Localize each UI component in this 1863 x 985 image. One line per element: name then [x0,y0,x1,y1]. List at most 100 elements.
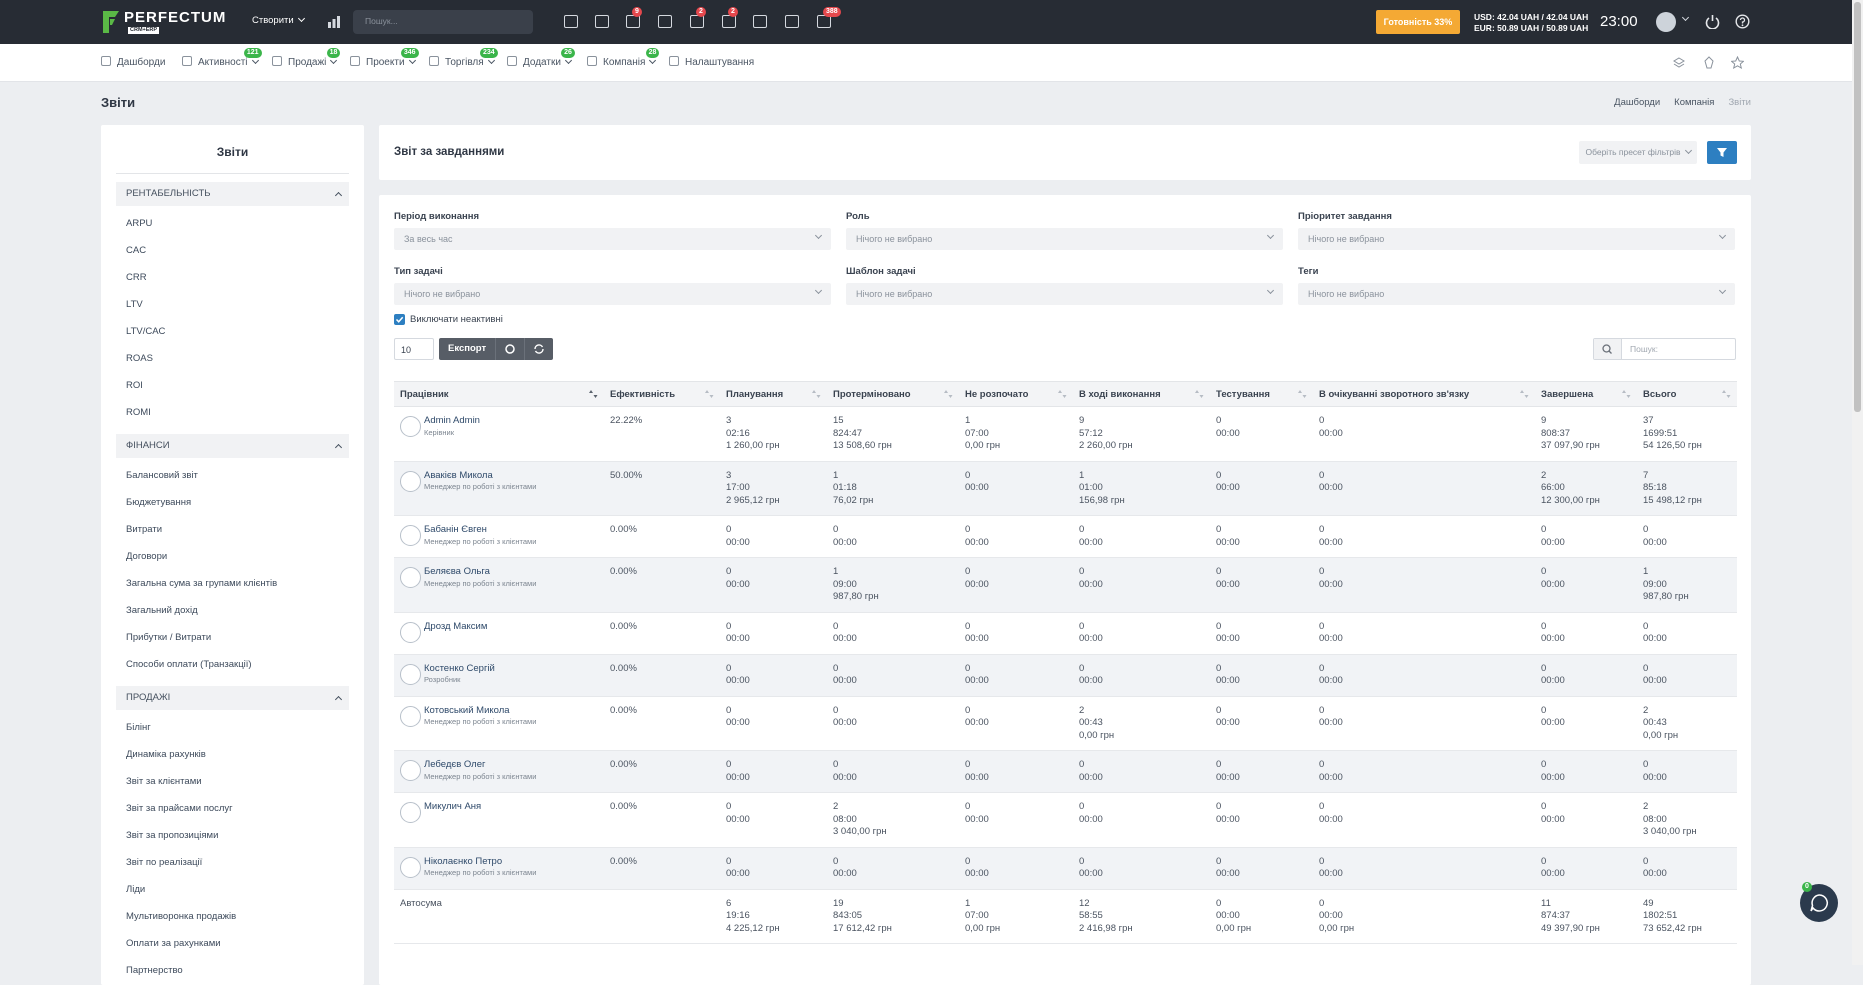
efficiency-cell: 0.00% [604,751,720,793]
nav-icon[interactable] [1703,56,1715,69]
report-link[interactable]: Звіт по реалізації [116,849,349,876]
filter-select[interactable]: Нічого не вибрано [394,283,831,305]
preset-select[interactable]: Оберіть пресет фільтрів [1579,141,1697,164]
user-avatar[interactable] [1656,12,1676,32]
settings-button[interactable] [495,338,524,360]
report-link[interactable]: Бюджетування [116,489,349,516]
checkbox[interactable] [394,314,405,325]
employee-name[interactable]: Лебедєв Олег [424,759,598,772]
column-header[interactable]: Ефективність [604,382,720,407]
report-link[interactable]: Витрати [116,516,349,543]
chart-icon[interactable] [327,15,341,28]
column-header[interactable]: Протерміновано [827,382,959,407]
column-header[interactable]: Не розпочато [959,382,1073,407]
create-menu[interactable]: Створити [252,15,304,26]
breadcrumb-item[interactable]: Компанія [1674,97,1714,108]
nav-item[interactable]: Компанія28 [587,56,655,68]
filter-select[interactable]: Нічого не вибрано [1298,228,1735,250]
help-icon[interactable] [1735,14,1750,29]
export-button[interactable]: Експорт [439,338,495,360]
report-link[interactable]: ROI [116,372,349,399]
report-link[interactable]: Способи оплати (Транзакції) [116,651,349,678]
top-icon[interactable] [564,15,578,28]
report-link[interactable]: Оплати за рахунками [116,930,349,957]
report-link[interactable]: CRR [116,264,349,291]
preset-text: Оберіть пресет фільтрів [1585,147,1680,157]
employee-name[interactable]: Дрозд Максим [424,621,598,634]
employee-name[interactable]: Бабанін Євген [424,524,598,537]
section-header[interactable]: ФІНАНСИ [116,434,349,458]
employee-name[interactable]: Микулич Аня [424,801,598,814]
report-link[interactable]: ROAS [116,345,349,372]
power-icon[interactable] [1705,14,1720,29]
employee-name[interactable]: Авакієв Микола [424,470,598,483]
top-icon[interactable] [753,15,767,28]
column-header[interactable]: В очікуванні зворотного зв'язку [1313,382,1535,407]
report-link[interactable]: ARPU [116,210,349,237]
checkbox-row[interactable]: Виключати неактивні [394,314,503,325]
top-icon[interactable]: 2 [722,15,736,28]
filter-select[interactable]: Нічого не вибрано [1298,283,1735,305]
top-icon[interactable] [595,15,609,28]
top-icon[interactable]: 2 [690,15,704,28]
nav-icon[interactable] [1673,57,1685,69]
nav-item[interactable]: Дашборди [101,56,165,68]
refresh-button[interactable] [524,338,553,360]
column-header[interactable]: Всього [1637,382,1737,407]
page-size-select[interactable]: 10 [394,338,434,360]
employee-name[interactable]: Костенко Сергій [424,663,598,676]
column-header[interactable]: Працівник [394,382,604,407]
filter-select[interactable]: За весь час [394,228,831,250]
report-link[interactable]: Балансовий звіт [116,462,349,489]
report-link[interactable]: Договори [116,543,349,570]
section-header[interactable]: РЕНТАБЕЛЬНІСТЬ [116,182,349,206]
nav-item[interactable]: Налаштування [669,56,754,68]
scroll-thumb[interactable] [1854,2,1861,412]
employee-name[interactable]: Беляєва Ольга [424,566,598,579]
top-icon[interactable]: 388 [817,15,831,28]
report-link[interactable]: CAC [116,237,349,264]
report-link[interactable]: Динаміка рахунків [116,741,349,768]
report-link[interactable]: LTV/CAC [116,318,349,345]
report-link[interactable]: Ліди [116,876,349,903]
column-header[interactable]: Планування [720,382,827,407]
nav-item[interactable]: Проекти346 [350,56,415,68]
report-link[interactable]: ROMI [116,399,349,426]
nav-icon[interactable] [1731,56,1744,69]
section-header[interactable]: ПРОДАЖІ [116,686,349,710]
report-link[interactable]: LTV [116,291,349,318]
report-link[interactable]: Білінг [116,714,349,741]
top-icon[interactable]: 9 [626,15,640,28]
report-link[interactable]: Загальний дохід [116,597,349,624]
column-header[interactable]: Тестування [1210,382,1313,407]
filter-select[interactable]: Нічого не вибрано [846,228,1283,250]
employee-name[interactable]: Admin Admin [424,415,598,428]
column-header[interactable]: В ході виконання [1073,382,1210,407]
nav-item[interactable]: Продажі18 [272,56,336,68]
breadcrumb-item[interactable]: Дашборди [1614,97,1660,108]
top-icon[interactable] [658,15,672,28]
report-link[interactable]: Партнерство [116,957,349,984]
top-icon[interactable] [785,15,799,28]
report-link[interactable]: Прибутки / Витрати [116,624,349,651]
nav-item[interactable]: Додатки26 [507,56,571,68]
user-menu[interactable] [1678,14,1688,25]
column-header[interactable]: Завершена [1535,382,1637,407]
chat-button[interactable]: 0 [1800,884,1838,922]
table-search[interactable]: Пошук: [1593,338,1736,360]
report-link[interactable]: Мультиворонка продажів [116,903,349,930]
global-search[interactable]: Пошук... [353,10,533,34]
readiness-button[interactable]: Готовність 33% [1376,10,1460,34]
report-link[interactable]: Звіт за прайсами послуг [116,795,349,822]
employee-name[interactable]: Ніколаєнко Петро [424,856,598,869]
filter-select[interactable]: Нічого не вибрано [846,283,1283,305]
report-link[interactable]: Загальна сума за групами клієнтів [116,570,349,597]
filter-button[interactable] [1707,141,1737,164]
report-link[interactable]: Звіт за пропозиціями [116,822,349,849]
employee-name[interactable]: Котовський Микола [424,705,598,718]
efficiency-cell: 0.00% [604,612,720,654]
nav-item[interactable]: Торгівля234 [429,56,494,68]
report-link[interactable]: Звіт за клієнтами [116,768,349,795]
nav-item[interactable]: Активності121 [182,56,258,68]
cell-line: 12 300,00 грн [1541,495,1631,508]
